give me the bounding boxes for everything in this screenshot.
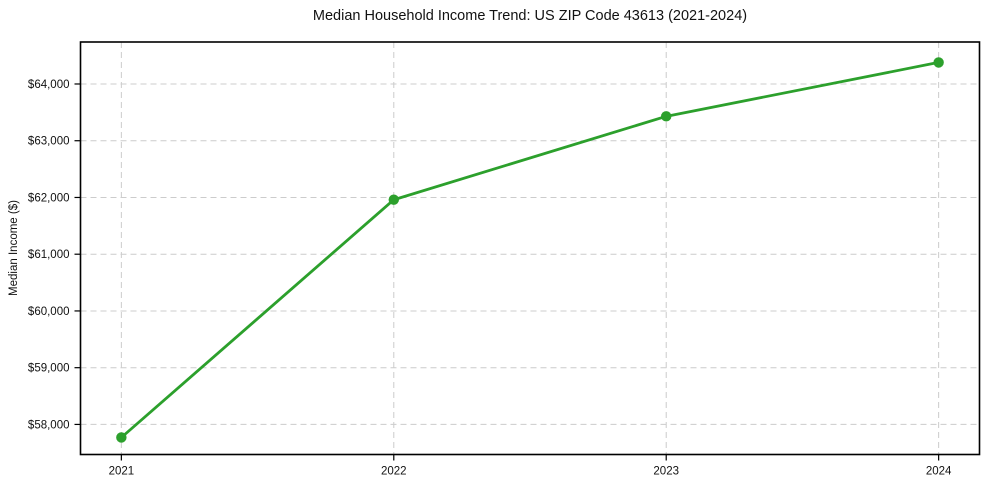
plot-border [79,41,981,456]
data-point [661,111,672,122]
x-tick-label: 2023 [653,466,679,478]
x-tick-label: 2021 [109,466,135,478]
x-tick-label: 2024 [926,466,952,478]
y-tick-label: $58,000 [28,419,70,431]
data-point [116,432,127,443]
chart-title: Median Household Income Trend: US ZIP Co… [312,8,748,24]
x-tick-label: 2022 [381,466,407,478]
data-point [388,194,399,205]
y-tick-label: $59,000 [28,363,70,375]
y-tick-label: $63,000 [28,136,70,148]
data-point [933,57,944,68]
y-tick-label: $64,000 [28,79,70,91]
y-tick-label: $62,000 [28,192,70,204]
y-tick-label: $60,000 [28,306,70,318]
trend-line [119,61,941,439]
y-tick-label: $61,000 [28,249,70,261]
